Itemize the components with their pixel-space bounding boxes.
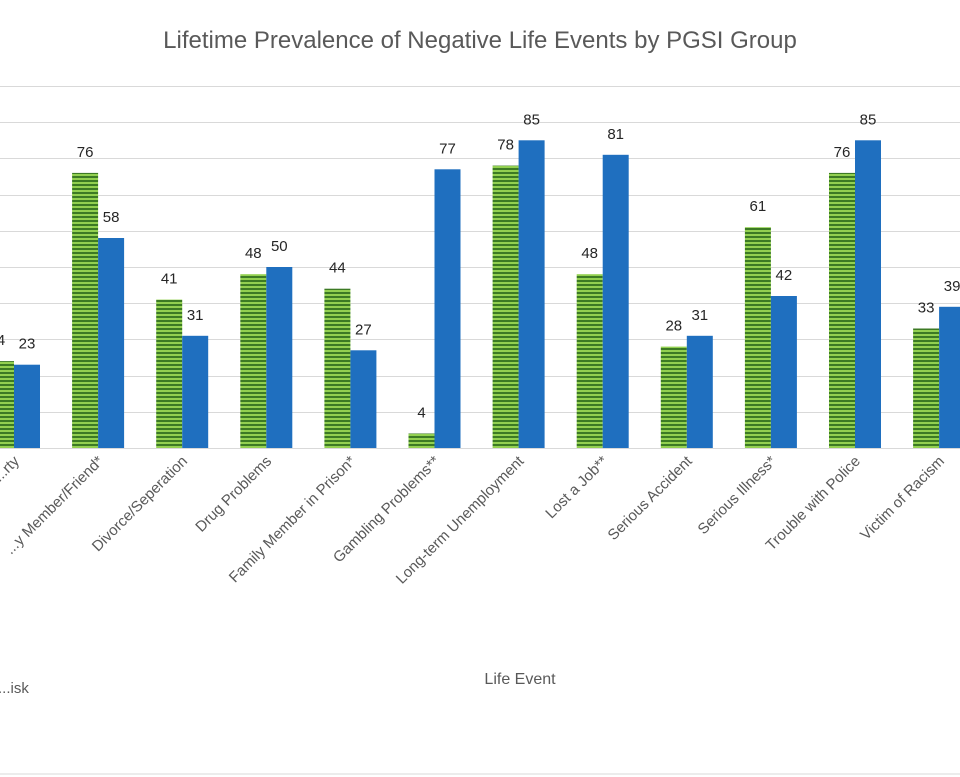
data-label: 27	[355, 321, 372, 338]
bar-green	[829, 172, 855, 448]
data-label: 4	[417, 405, 425, 422]
data-label: 85	[523, 111, 540, 128]
gridlines	[0, 86, 960, 449]
bar-blue	[602, 154, 629, 449]
bar-green	[492, 165, 519, 448]
data-label: 48	[245, 245, 262, 262]
bar-green	[913, 328, 940, 448]
data-label: 44	[329, 260, 346, 277]
x-tick-label: Divorce/Seperation	[89, 453, 191, 555]
bar-blue	[350, 350, 377, 448]
bar-blue	[98, 238, 125, 448]
x-tick-label: Lost a Job**	[542, 453, 611, 522]
data-label: 48	[581, 245, 598, 262]
bar-blue	[686, 335, 713, 448]
bar-blue	[182, 335, 209, 448]
bar-green	[0, 361, 14, 448]
legend-item-label: ...isk	[0, 680, 29, 697]
x-tick-label: Serious Accident	[605, 452, 697, 544]
bar-green	[408, 433, 435, 448]
bar-blue	[939, 306, 960, 448]
bar-green	[660, 346, 687, 448]
bar-blue	[770, 296, 797, 448]
data-label: 33	[918, 300, 935, 317]
bar-green	[240, 274, 267, 448]
data-label: 77	[439, 140, 456, 157]
data-label: 58	[103, 209, 120, 226]
bar-green	[576, 274, 603, 448]
x-axis-ticks: ...rty...y Member/Friend*Divorce/Seperat…	[0, 452, 948, 587]
data-label: 78	[497, 137, 514, 154]
bar-green	[324, 288, 351, 448]
chart-title: Lifetime Prevalence of Negative Life Eve…	[163, 27, 797, 54]
value-labels: 4764148444784828617633235831502777858131…	[0, 111, 960, 421]
data-label: 31	[187, 307, 204, 324]
x-tick-label: ...rty	[0, 452, 23, 485]
x-tick-label: Trouble with Police	[763, 453, 864, 554]
bar-green	[72, 172, 99, 448]
x-tick-label: Drug Problems	[192, 453, 275, 536]
data-label: 76	[834, 144, 851, 161]
x-tick-label: Serious Illness*	[695, 453, 780, 538]
x-tick-label: Victim of Racism	[857, 453, 948, 544]
data-label: 81	[607, 126, 624, 143]
bar-blue	[434, 169, 461, 449]
bar-series	[0, 140, 960, 449]
data-label: 42	[776, 267, 793, 284]
data-label: 76	[77, 144, 94, 161]
bar-blue	[14, 364, 40, 448]
bar-blue	[266, 267, 293, 448]
legend: ...isk	[0, 680, 29, 697]
data-label: 61	[750, 198, 767, 215]
data-label: 39	[944, 278, 960, 295]
data-label: 31	[691, 307, 708, 324]
data-label: 41	[161, 271, 178, 288]
data-label: 50	[271, 238, 288, 255]
bar-blue	[855, 140, 881, 449]
data-label: 23	[19, 336, 36, 353]
data-label: 85	[860, 111, 877, 128]
bar-green	[744, 227, 771, 448]
bar-blue	[518, 140, 545, 449]
data-label: 28	[665, 318, 682, 335]
x-axis-label: Life Event	[484, 671, 556, 688]
data-label: 4	[0, 332, 5, 349]
bar-green	[156, 299, 183, 448]
